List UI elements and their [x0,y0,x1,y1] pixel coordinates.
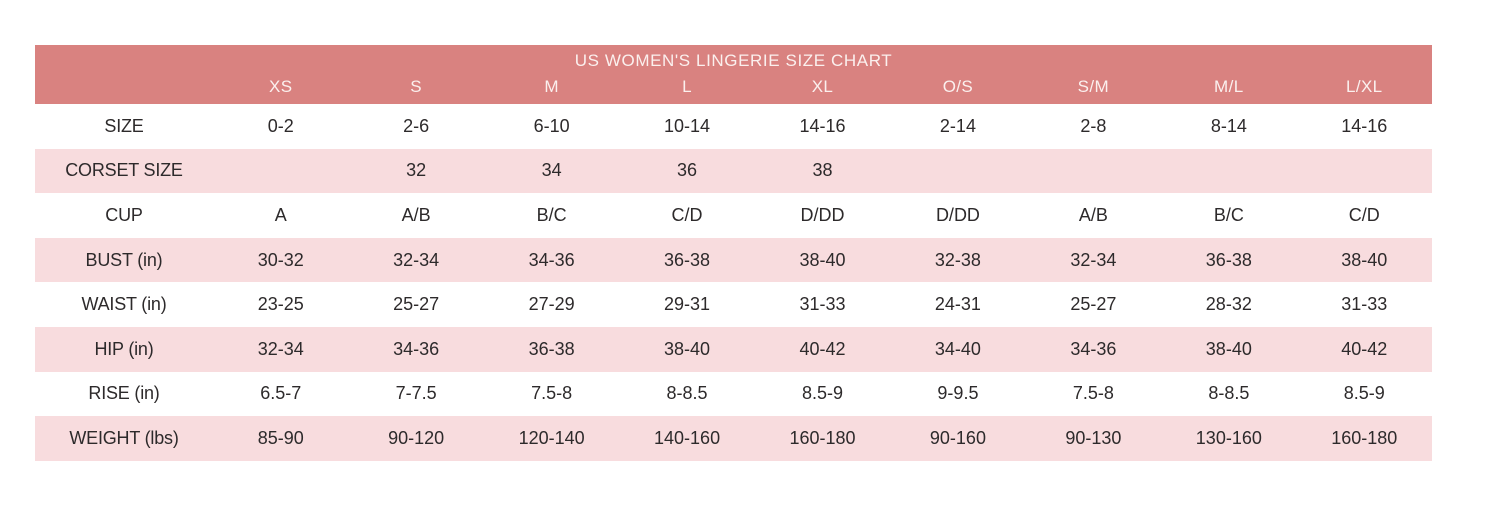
table-cell: 36-38 [1205,249,1252,270]
table-cell: 32-34 [1070,249,1117,270]
table-cell: 9-9.5 [937,383,979,404]
table-cell: 8.5-9 [1343,383,1385,404]
table-cell: 40-42 [799,338,846,359]
table-cell: 2-8 [1080,115,1107,136]
table-row: CUP A A/B B/C C/D D/DD D/DD A/B B/C C/D [35,193,1432,238]
table-cell: 38-40 [664,338,711,359]
table-row: SIZE 0-2 2-6 6-10 10-14 14-16 2-14 2-8 8-14 14-16 [35,104,1432,149]
table-cell: 23-25 [257,294,304,315]
table-cell: 36-38 [664,249,711,270]
table-cell: 34-36 [393,338,440,359]
table-cell: 34-40 [934,338,981,359]
row-label: SIZE [104,115,144,136]
table-cell: 34-36 [1070,338,1117,359]
table-cell: 30-32 [257,249,304,270]
table-cell: D/DD [800,204,845,225]
table-cell: 0-2 [267,115,294,136]
table-body: SIZE 0-2 2-6 6-10 10-14 14-16 2-14 2-8 8-14 14-16… [35,104,1432,461]
table-cell: 34 [541,160,562,181]
table-cell: A [274,204,287,225]
table-cell: C/D [1348,204,1380,225]
table-cell: 90-120 [388,427,445,448]
table-cell: A/B [1078,204,1108,225]
table-cell: 31-33 [1341,294,1388,315]
table-cell: 8.5-9 [801,383,843,404]
table-cell: 8-8.5 [666,383,708,404]
table-cell: 160-180 [1331,427,1398,448]
table-cell: 130-160 [1195,427,1262,448]
row-label: CUP [105,204,143,225]
row-label: BUST (in) [85,249,163,270]
chart-title: US WOMEN'S LINGERIE SIZE CHART [574,51,893,70]
row-label: HIP (in) [94,338,154,359]
row-label: WEIGHT (lbs) [69,427,179,448]
table-cell: 7.5-8 [1072,383,1114,404]
table-cell: 36 [677,160,698,181]
table-row: CORSET SIZE 32 34 36 38 [35,148,1432,194]
column-header-xs: XS [268,77,293,96]
table-cell: 38-40 [1205,338,1252,359]
column-header-l: L [682,77,692,96]
table-row: RISE (in) 6.5-7 7-7.5 7.5-8 8-8.5 8.5-9 9-9.5 7… [35,372,1432,417]
table-cell: 40-42 [1341,338,1388,359]
table-cell: 38 [812,160,833,181]
table-cell: 25-27 [393,294,440,315]
column-header-row: XS S M L XL O/S S/M M/L L/XL [35,76,1432,98]
table-cell: 32-34 [393,249,440,270]
table-cell: 8-14 [1210,115,1247,136]
table-cell: 32-34 [257,338,304,359]
table-cell: 7-7.5 [395,383,437,404]
column-header-s: S [410,77,423,96]
table-cell: 10-14 [664,115,711,136]
table-cell: D/DD [935,204,980,225]
table-cell: 120-140 [518,427,585,448]
table-cell: 32 [406,160,427,181]
table-cell: 2-14 [939,115,976,136]
table-cell: 32-38 [934,249,981,270]
column-header-m: M [544,77,559,96]
table-cell: 31-33 [799,294,846,315]
table-cell: 85-90 [257,427,304,448]
column-header-o-s: O/S [942,77,974,96]
column-header-l-xl: L/XL [1345,77,1383,96]
table-cell: 38-40 [1341,249,1388,270]
table-row: BUST (in) 30-32 32-34 34-36 36-38 38-40 32-38 3… [35,237,1432,283]
table-cell: 6.5-7 [260,383,302,404]
table-cell: 38-40 [799,249,846,270]
table-cell: 160-180 [789,427,856,448]
table-cell: 140-160 [654,427,721,448]
table-header-band: US WOMEN'S LINGERIE SIZE CHART XS S M L XL O/… [35,45,1432,104]
row-label: WAIST (in) [81,294,167,315]
table-cell: 25-27 [1070,294,1117,315]
table-cell: 8-8.5 [1208,383,1250,404]
row-label: CORSET SIZE [65,160,183,181]
column-header-m-l: M/L [1214,77,1244,96]
table-row: WAIST (in) 23-25 25-27 27-29 29-31 31-33 24-31… [35,282,1432,327]
size-chart-table: US WOMEN'S LINGERIE SIZE CHART XS S M L XL O/… [35,45,1432,461]
table-cell: 36-38 [528,338,575,359]
table-row: WEIGHT (lbs) 85-90 90-120 120-140 140-160 160… [35,416,1432,461]
table-cell: 14-16 [799,115,846,136]
table-cell: 24-31 [934,294,981,315]
table-cell: 6-10 [533,115,570,136]
column-header-xl: XL [811,77,834,96]
table-cell: B/C [1213,204,1244,225]
table-cell: B/C [536,204,567,225]
table-cell: 2-6 [403,115,430,136]
row-label: RISE (in) [88,383,160,404]
table-cell: C/D [671,204,703,225]
table-cell: 29-31 [664,294,711,315]
table-cell: 90-130 [1065,427,1122,448]
table-row: HIP (in) 32-34 34-36 36-38 38-40 40-42 34-40 34… [35,326,1432,372]
table-cell: 90-160 [929,427,986,448]
table-cell: 7.5-8 [531,383,573,404]
table-cell: 34-36 [528,249,575,270]
table-cell: 27-29 [528,294,575,315]
table-cell: 14-16 [1341,115,1388,136]
column-header-s-m: S/M [1077,77,1110,96]
table-cell: 28-32 [1205,294,1252,315]
table-cell: A/B [401,204,431,225]
